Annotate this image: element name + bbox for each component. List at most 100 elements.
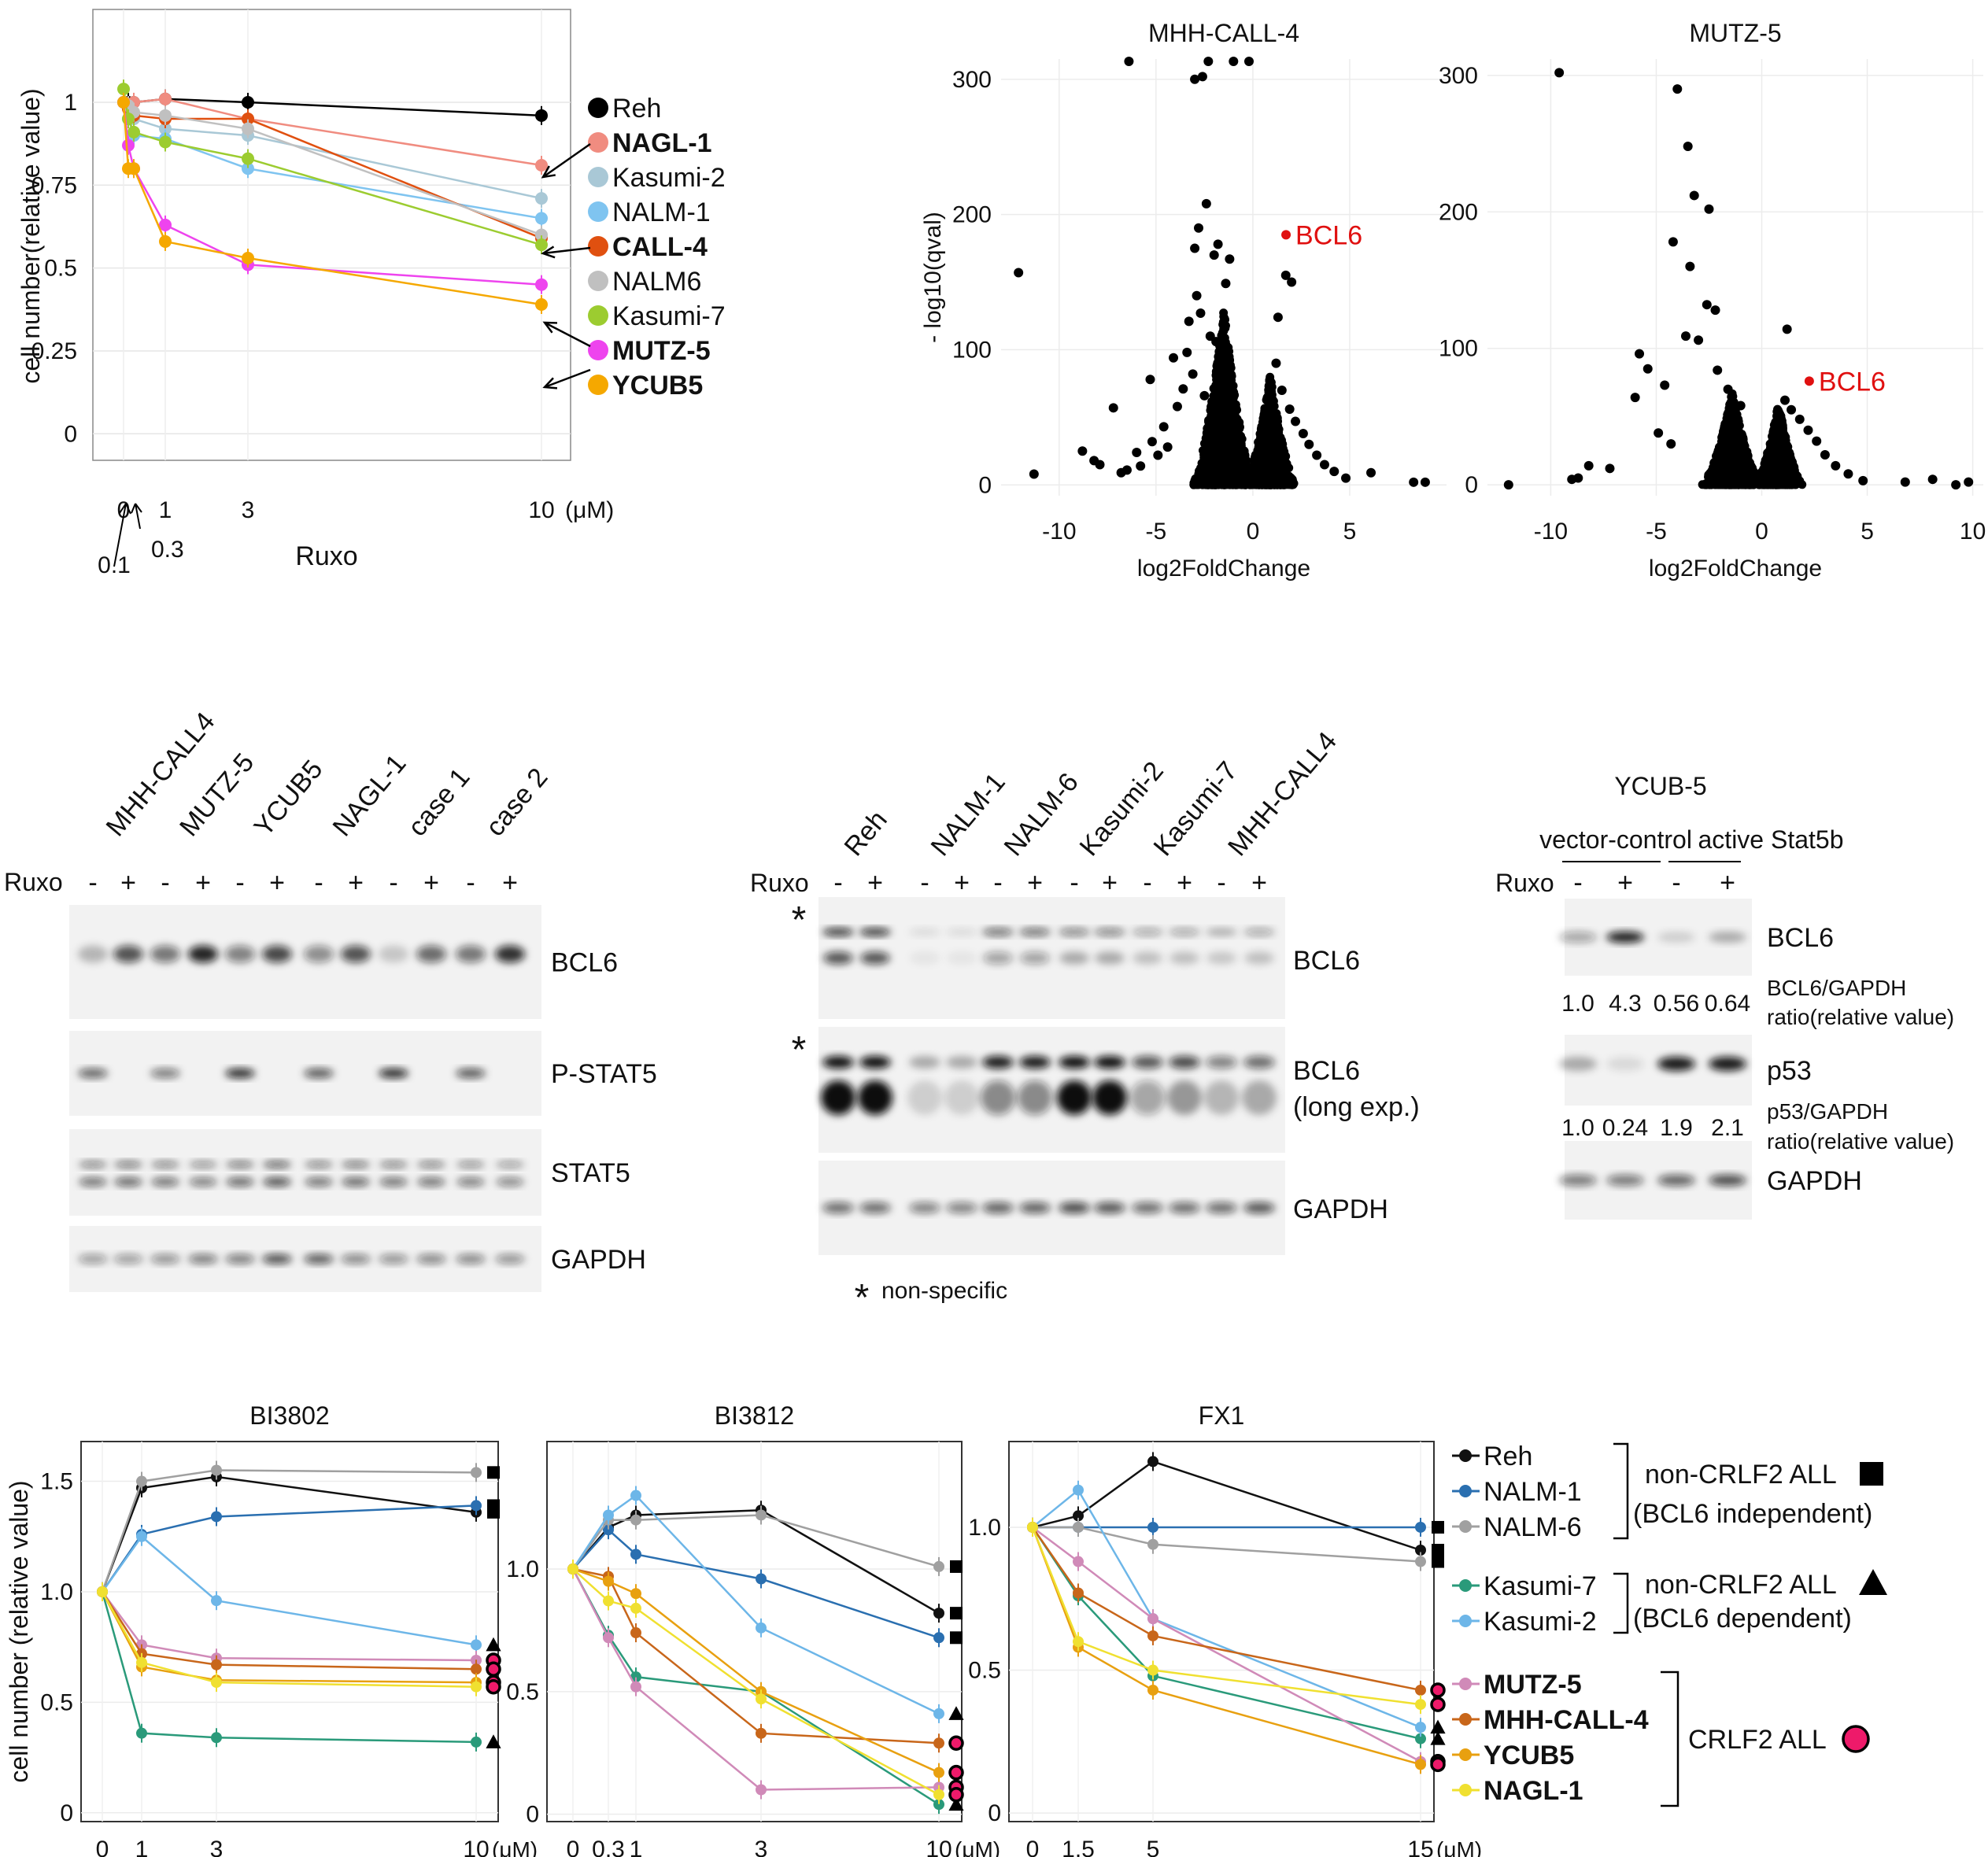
volcano-point <box>1124 57 1134 66</box>
volcano-point <box>1190 74 1200 84</box>
volcano-x-tick: 10 <box>1960 519 1986 545</box>
ruxo-legend-arrowhead <box>542 377 558 389</box>
volcano-point <box>1219 399 1229 409</box>
ruxo-legend-swatch <box>588 132 608 153</box>
volcano-point <box>1277 385 1287 395</box>
volcano-point <box>1420 477 1430 487</box>
volcano-x-tick: 5 <box>1343 519 1357 545</box>
ruxo-x-axis-label: Ruxo <box>295 541 357 571</box>
ruxo-data-point <box>242 162 254 175</box>
volcano-point <box>1268 442 1277 452</box>
volcano-point <box>1304 439 1314 449</box>
ruxo-data-point <box>242 122 254 135</box>
volcano-x-axis-label: log2FoldChange <box>1137 556 1310 581</box>
ruxo-data-point <box>242 113 254 126</box>
ruxo-legend-arrow <box>544 321 591 348</box>
ruxo-legend-swatch <box>588 271 608 291</box>
ruxo-legend-swatch <box>588 375 608 395</box>
ruxo-legend-arrowhead <box>542 321 558 334</box>
volcano-point <box>1267 382 1277 392</box>
volcano-point <box>1329 467 1339 477</box>
volcano-point <box>1029 469 1039 479</box>
volcano-point <box>1228 451 1237 460</box>
volcano-point <box>1202 441 1211 450</box>
ruxo-data-point <box>159 92 172 105</box>
volcano-point <box>1272 421 1281 430</box>
volcano-point <box>1190 243 1200 253</box>
volcano-point <box>1199 467 1208 476</box>
volcano-point <box>1199 390 1210 401</box>
ruxo-x-tick: 3 <box>242 497 255 523</box>
volcano-highlight-point <box>1281 230 1291 240</box>
volcano-point <box>1233 416 1243 426</box>
volcano-point <box>1214 458 1224 467</box>
volcano-point <box>1268 412 1277 421</box>
ruxo-data-point <box>159 234 172 248</box>
ruxo-legend-swatch <box>588 167 608 187</box>
ruxo-legend-label: Reh <box>612 94 661 124</box>
ruxo-data-point <box>535 159 548 172</box>
ruxo-data-point <box>127 125 140 138</box>
volcano-point <box>1218 389 1228 399</box>
volcano-point <box>1366 467 1376 478</box>
volcano-y-tick: 300 <box>952 67 992 93</box>
volcano-point <box>1229 467 1238 476</box>
volcano-points-group <box>1503 68 1974 490</box>
volcano-point <box>1226 382 1236 393</box>
volcano-y-tick: 200 <box>1439 199 1478 225</box>
volcano-y-tick: 0 <box>978 472 992 498</box>
volcano-point <box>1248 470 1258 479</box>
volcano-point <box>1409 477 1419 487</box>
volcano-point <box>1278 452 1288 462</box>
volcano-point <box>1197 72 1207 82</box>
ruxo-legend-arrow <box>542 246 591 255</box>
volcano-point <box>1734 473 1743 482</box>
volcano-point <box>1341 473 1351 483</box>
ruxo-data-point <box>159 109 172 122</box>
volcano-point <box>1192 290 1202 301</box>
volcano-x-tick: -5 <box>1646 519 1667 545</box>
volcano-point <box>1722 423 1731 432</box>
ruxo-legend-arrowhead <box>541 165 556 179</box>
volcano-point <box>1147 437 1157 447</box>
ruxo-legend-swatch <box>588 98 608 118</box>
ruxo-data-point <box>242 251 254 264</box>
volcano-point <box>1291 416 1301 426</box>
volcano-point <box>1225 367 1235 377</box>
volcano-point <box>1014 268 1024 278</box>
volcano-point <box>1267 401 1277 412</box>
ruxo-plot-frame <box>92 9 571 461</box>
ruxo-legend-arrowhead <box>541 246 556 259</box>
volcano-point <box>1229 408 1239 418</box>
volcano-point <box>1201 198 1211 209</box>
ruxo-legend-arrow <box>544 368 591 389</box>
volcano-point <box>1162 442 1173 452</box>
ruxo-arrow-01 <box>113 503 131 567</box>
volcano-point <box>1221 346 1231 356</box>
volcano-point <box>1225 254 1235 264</box>
volcano-point <box>1182 347 1192 357</box>
volcano-point <box>1221 279 1231 289</box>
ruxo-legend-swatch <box>588 201 608 222</box>
volcano-point <box>1272 433 1281 442</box>
volcano-y-tick: 100 <box>1439 336 1478 362</box>
ruxo-legend-swatch <box>588 236 608 257</box>
volcano-point <box>1271 358 1281 368</box>
volcano-point <box>1222 475 1232 485</box>
volcano-point <box>1271 456 1280 465</box>
volcano-point <box>1287 277 1297 287</box>
volcano-point <box>1280 270 1291 280</box>
volcano-point <box>1224 432 1233 441</box>
volcano-point <box>1261 418 1270 427</box>
volcano-point <box>1208 405 1218 415</box>
volcano-point <box>1108 403 1118 413</box>
volcano-x-tick: 0 <box>1247 519 1260 545</box>
volcano-point <box>1735 455 1745 464</box>
ruxo-legend-arrow <box>542 142 591 179</box>
ruxo-legend-label: NALM6 <box>612 267 701 297</box>
volcano-points-group <box>1014 57 1430 489</box>
volcano-point <box>1188 369 1198 379</box>
ruxo-y-tick: 0 <box>64 421 77 447</box>
volcano-point <box>1243 57 1254 66</box>
